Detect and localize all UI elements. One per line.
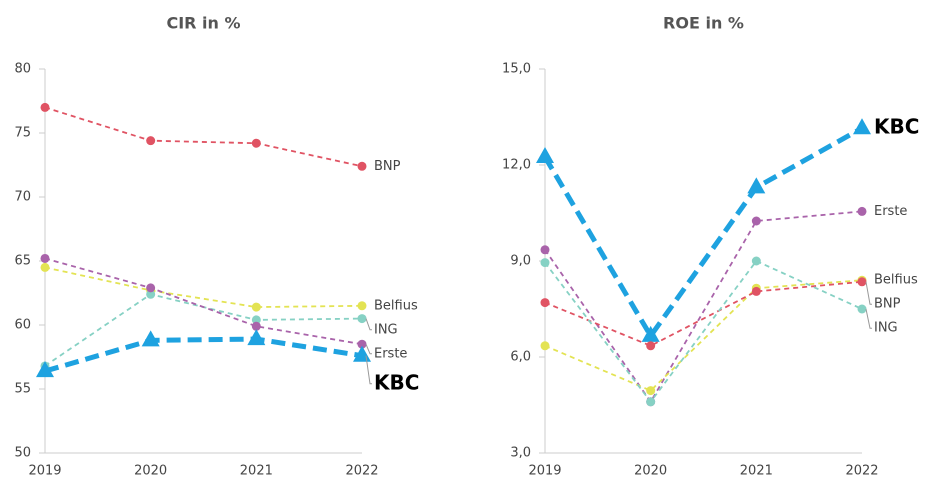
line xyxy=(44,106,363,168)
y-tick-label: 6,0 xyxy=(510,350,531,365)
marker xyxy=(540,258,550,268)
leader-line xyxy=(365,318,372,331)
marker xyxy=(36,361,54,378)
marker xyxy=(40,102,50,112)
marker xyxy=(646,397,656,407)
marker xyxy=(357,161,367,171)
line xyxy=(544,210,863,404)
chart-title: CIR in % xyxy=(166,14,240,33)
series-label: BNP xyxy=(374,159,401,174)
marker xyxy=(40,262,50,272)
marker xyxy=(857,304,867,314)
series-label: Erste xyxy=(874,204,907,219)
series-label: KBC xyxy=(874,115,919,139)
marker xyxy=(141,330,160,347)
y-tick-label: 65 xyxy=(14,254,31,269)
x-tick-label: 2021 xyxy=(240,464,273,479)
marker xyxy=(540,245,550,255)
marker xyxy=(751,256,761,266)
chart-title: ROE in % xyxy=(663,14,744,33)
marker xyxy=(251,138,261,148)
y-tick-label: 70 xyxy=(14,190,31,205)
y-tick-label: 9,0 xyxy=(510,254,531,269)
marker xyxy=(540,298,550,308)
x-tick-label: 2019 xyxy=(28,464,61,479)
y-tick-label: 60 xyxy=(14,318,31,333)
line xyxy=(44,266,363,308)
y-tick-label: 75 xyxy=(14,126,31,141)
y-tick-label: 50 xyxy=(14,446,31,461)
marker xyxy=(357,339,367,349)
x-tick-label: 2022 xyxy=(845,464,878,479)
marker xyxy=(641,325,660,342)
marker xyxy=(747,177,766,194)
marker xyxy=(536,147,554,163)
marker xyxy=(146,136,156,146)
leader-line xyxy=(365,344,372,355)
series-label: BNP xyxy=(874,297,901,312)
chart: ROE in % 3,0 6,0 9,0 12,0 15,0 2019 2020 2021 202… xyxy=(502,14,919,479)
line xyxy=(544,259,863,404)
x-tick-label: 2020 xyxy=(634,464,667,479)
marker xyxy=(857,206,867,216)
line xyxy=(544,280,863,347)
leader-line xyxy=(365,355,372,385)
marker xyxy=(251,315,261,325)
x-tick-label: 2019 xyxy=(528,464,561,479)
marker xyxy=(40,253,50,263)
marker xyxy=(357,314,367,324)
marker xyxy=(646,386,656,396)
y-tick-label: 15,0 xyxy=(502,62,531,77)
marker xyxy=(751,216,761,226)
leader-line xyxy=(865,308,872,329)
y-tick-label: 55 xyxy=(14,382,31,397)
chart: CIR in % 50 55 60 65 70 75 80 2019 2020 2021 2022 BN… xyxy=(14,14,419,479)
y-tick-label: 12,0 xyxy=(502,158,531,173)
series-label: ING xyxy=(874,321,898,336)
marker xyxy=(247,329,266,346)
x-tick-label: 2022 xyxy=(345,464,378,479)
marker xyxy=(251,321,261,331)
marker xyxy=(853,118,871,135)
marker xyxy=(146,283,156,293)
line xyxy=(542,126,864,341)
series-label: Belfius xyxy=(874,273,918,288)
series-label: Belfius xyxy=(374,298,418,313)
y-tick-label: 3,0 xyxy=(510,446,531,461)
leader-line xyxy=(865,281,872,305)
line xyxy=(544,279,863,392)
marker xyxy=(146,289,156,299)
series-label: KBC xyxy=(374,370,419,394)
series-label: Erste xyxy=(374,346,407,361)
marker xyxy=(857,277,867,287)
line xyxy=(44,336,363,374)
marker xyxy=(540,341,550,351)
y-tick-label: 80 xyxy=(14,62,31,77)
series-label: ING xyxy=(374,322,398,337)
x-tick-label: 2021 xyxy=(740,464,773,479)
marker xyxy=(646,341,656,351)
marker xyxy=(251,302,261,312)
marker xyxy=(751,286,761,296)
marker xyxy=(357,301,367,311)
line xyxy=(44,257,363,346)
x-tick-label: 2020 xyxy=(134,464,167,479)
